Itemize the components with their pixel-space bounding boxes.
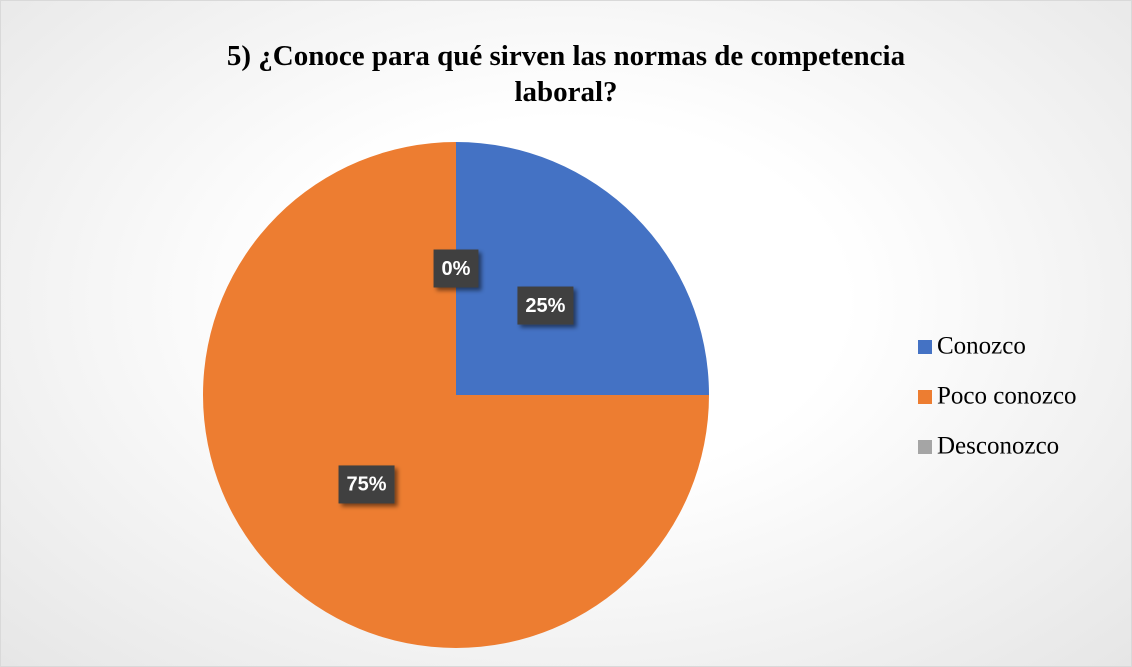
legend-swatch xyxy=(918,440,932,454)
legend-swatch xyxy=(918,340,932,354)
data-label-box xyxy=(517,286,574,325)
pie-slice xyxy=(456,142,709,395)
pie-slice xyxy=(203,142,709,648)
data-label-box xyxy=(338,465,395,504)
data-label: 0% xyxy=(433,249,479,288)
data-label: 25% xyxy=(517,286,574,325)
legend-label: Conozco xyxy=(937,333,1026,360)
data-label-text: 0% xyxy=(442,258,471,280)
legend-swatch xyxy=(918,390,932,404)
data-label: 75% xyxy=(338,465,395,504)
legend-label: Desconozco xyxy=(937,433,1059,460)
chart-title: 5) ¿Conoce para qué sirven las normas de… xyxy=(226,40,906,108)
data-label-text: 75% xyxy=(347,474,387,496)
legend-label: Poco conozco xyxy=(937,383,1077,410)
data-label-text: 25% xyxy=(525,295,565,317)
data-label-box xyxy=(433,249,479,288)
